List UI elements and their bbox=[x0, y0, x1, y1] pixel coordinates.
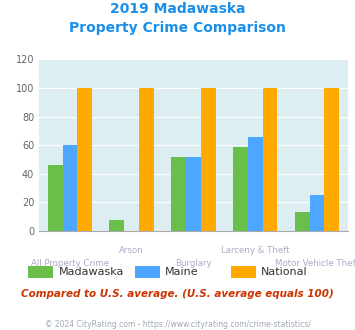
Text: Motor Vehicle Theft: Motor Vehicle Theft bbox=[275, 259, 355, 268]
Text: © 2024 CityRating.com - https://www.cityrating.com/crime-statistics/: © 2024 CityRating.com - https://www.city… bbox=[45, 320, 310, 329]
Bar bbox=[48, 165, 62, 231]
Bar bbox=[263, 88, 278, 231]
Text: All Property Crime: All Property Crime bbox=[31, 259, 109, 268]
Text: Burglary: Burglary bbox=[175, 259, 212, 268]
Bar bbox=[248, 137, 263, 231]
Bar bbox=[295, 213, 310, 231]
Bar bbox=[186, 157, 201, 231]
Bar bbox=[62, 145, 77, 231]
Bar bbox=[139, 88, 154, 231]
Bar bbox=[171, 157, 186, 231]
Text: Compared to U.S. average. (U.S. average equals 100): Compared to U.S. average. (U.S. average … bbox=[21, 289, 334, 299]
Bar bbox=[233, 147, 248, 231]
Bar bbox=[109, 219, 124, 231]
Text: Property Crime Comparison: Property Crime Comparison bbox=[69, 21, 286, 35]
Bar bbox=[310, 195, 324, 231]
Bar bbox=[77, 88, 92, 231]
Bar bbox=[324, 88, 339, 231]
Text: Madawaska: Madawaska bbox=[59, 267, 124, 277]
Bar bbox=[201, 88, 216, 231]
Text: Larceny & Theft: Larceny & Theft bbox=[221, 246, 290, 255]
Text: Arson: Arson bbox=[119, 246, 144, 255]
Text: National: National bbox=[261, 267, 307, 277]
Text: 2019 Madawaska: 2019 Madawaska bbox=[110, 2, 245, 16]
Text: Maine: Maine bbox=[165, 267, 199, 277]
